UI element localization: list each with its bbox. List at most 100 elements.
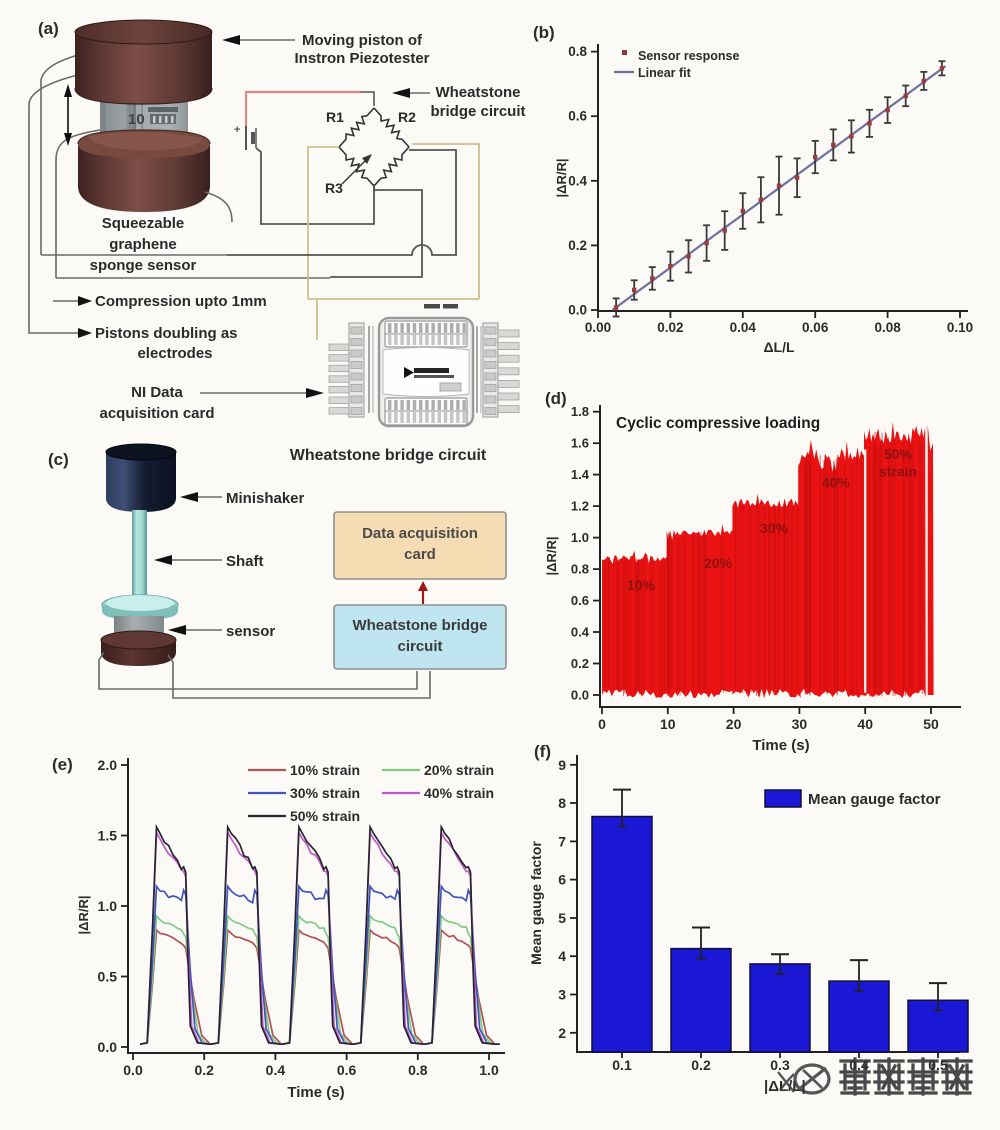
svg-text:Instron Piezotester: Instron Piezotester: [294, 50, 429, 67]
svg-text:20%: 20%: [704, 555, 733, 571]
svg-text:0.06: 0.06: [802, 320, 829, 335]
svg-text:0.4: 0.4: [568, 173, 587, 188]
svg-text:Wheatstone: Wheatstone: [435, 84, 520, 101]
svg-text:|ΔR/R|: |ΔR/R|: [544, 536, 559, 575]
svg-text:20: 20: [726, 716, 742, 732]
svg-text:Cyclic compressive loading: Cyclic compressive loading: [616, 415, 820, 432]
svg-text:0.0: 0.0: [123, 1062, 143, 1078]
svg-text:Mean gauge factor: Mean gauge factor: [528, 841, 544, 965]
svg-text:R3: R3: [325, 180, 343, 196]
svg-text:1.6: 1.6: [571, 436, 589, 451]
svg-text:30%: 30%: [760, 520, 789, 536]
svg-text:Pistons doubling as: Pistons doubling as: [95, 325, 238, 342]
svg-text:20% strain: 20% strain: [424, 762, 494, 778]
svg-text:0.0: 0.0: [571, 688, 589, 703]
svg-text:5: 5: [558, 910, 566, 926]
svg-text:Wheatstone bridge: Wheatstone bridge: [352, 617, 487, 634]
svg-text:0.04: 0.04: [730, 320, 757, 335]
svg-text:40%: 40%: [822, 475, 851, 491]
svg-text:40% strain: 40% strain: [424, 785, 494, 801]
svg-text:10%: 10%: [627, 577, 656, 593]
svg-text:Compression upto 1mm: Compression upto 1mm: [95, 293, 267, 310]
svg-text:1.5: 1.5: [98, 828, 118, 844]
svg-text:0.02: 0.02: [657, 320, 683, 335]
svg-text:2: 2: [558, 1025, 566, 1041]
svg-text:1.0: 1.0: [98, 898, 118, 914]
svg-text:0.2: 0.2: [194, 1062, 214, 1078]
svg-text:0.4: 0.4: [266, 1062, 286, 1078]
svg-text:Wheatstone bridge circuit: Wheatstone bridge circuit: [290, 447, 487, 464]
svg-text:0.6: 0.6: [568, 109, 587, 124]
svg-text:|ΔR/R|: |ΔR/R|: [554, 158, 569, 197]
svg-text:(a): (a): [38, 19, 59, 38]
svg-text:bridge circuit: bridge circuit: [430, 103, 525, 120]
svg-text:0.2: 0.2: [691, 1057, 711, 1073]
svg-text:6: 6: [558, 872, 566, 888]
svg-text:0.8: 0.8: [571, 562, 589, 577]
svg-text:10% strain: 10% strain: [290, 762, 360, 778]
svg-text:1.0: 1.0: [479, 1062, 499, 1078]
svg-text:sponge sensor: sponge sensor: [90, 257, 197, 274]
svg-text:0.8: 0.8: [568, 44, 587, 59]
svg-text:Linear fit: Linear fit: [638, 66, 692, 80]
svg-text:0.8: 0.8: [408, 1062, 428, 1078]
svg-text:graphene: graphene: [109, 236, 177, 253]
svg-text:(c): (c): [48, 450, 69, 469]
svg-text:8: 8: [558, 795, 566, 811]
svg-text:0.2: 0.2: [571, 656, 589, 671]
svg-text:Mean gauge factor: Mean gauge factor: [808, 791, 941, 808]
svg-text:acquisition card: acquisition card: [99, 405, 214, 422]
svg-text:NI Data: NI Data: [131, 384, 183, 401]
svg-text:0.0: 0.0: [568, 303, 587, 318]
svg-text:strain: strain: [879, 464, 917, 480]
svg-text:(d): (d): [545, 389, 567, 408]
svg-text:|ΔR/R|: |ΔR/R|: [76, 895, 91, 934]
svg-text:card: card: [404, 546, 436, 563]
svg-text:(f): (f): [534, 742, 551, 761]
svg-text:0.2: 0.2: [568, 238, 587, 253]
svg-text:50: 50: [923, 716, 939, 732]
svg-text:40: 40: [857, 716, 873, 732]
svg-text:4: 4: [558, 948, 566, 964]
svg-text:0.6: 0.6: [337, 1062, 357, 1078]
svg-text:10: 10: [128, 111, 145, 128]
svg-text:7: 7: [558, 833, 566, 849]
svg-text:0.0: 0.0: [98, 1039, 118, 1055]
svg-text:0.00: 0.00: [585, 320, 611, 335]
svg-text:50%: 50%: [884, 446, 913, 462]
svg-text:R2: R2: [398, 109, 416, 125]
svg-text:9: 9: [558, 757, 566, 773]
svg-text:ΔL/L: ΔL/L: [763, 339, 795, 355]
svg-text:+: +: [234, 124, 240, 136]
svg-text:0.08: 0.08: [874, 320, 901, 335]
svg-text:Time (s): Time (s): [752, 737, 809, 754]
svg-text:1.4: 1.4: [571, 467, 590, 482]
svg-text:circuit: circuit: [397, 638, 442, 655]
svg-text:Time (s): Time (s): [287, 1084, 344, 1101]
svg-text:1.8: 1.8: [571, 404, 589, 419]
svg-text:50% strain: 50% strain: [290, 808, 360, 824]
svg-text:1.0: 1.0: [571, 530, 589, 545]
svg-text:0.4: 0.4: [571, 625, 590, 640]
svg-text:Moving piston of: Moving piston of: [302, 32, 423, 49]
svg-text:30: 30: [792, 716, 808, 732]
svg-text:0.6: 0.6: [571, 593, 589, 608]
svg-text:30% strain: 30% strain: [290, 785, 360, 801]
svg-text:0: 0: [598, 716, 606, 732]
svg-text:sensor: sensor: [226, 623, 275, 640]
svg-text:R1: R1: [326, 109, 344, 125]
svg-text:0.5: 0.5: [98, 969, 118, 985]
svg-text:0.1: 0.1: [612, 1057, 632, 1073]
svg-text:Squeezable: Squeezable: [102, 215, 185, 232]
svg-text:(b): (b): [533, 23, 555, 42]
svg-text:(e): (e): [52, 755, 73, 774]
svg-text:0.10: 0.10: [947, 320, 973, 335]
svg-text:Data acquisition: Data acquisition: [362, 525, 478, 542]
svg-text:2.0: 2.0: [98, 757, 118, 773]
svg-text:Shaft: Shaft: [226, 553, 264, 570]
svg-text:1.2: 1.2: [571, 499, 589, 514]
svg-text:Sensor response: Sensor response: [638, 49, 739, 63]
svg-text:3: 3: [558, 987, 566, 1003]
svg-text:10: 10: [660, 716, 676, 732]
svg-text:0.3: 0.3: [770, 1057, 790, 1073]
